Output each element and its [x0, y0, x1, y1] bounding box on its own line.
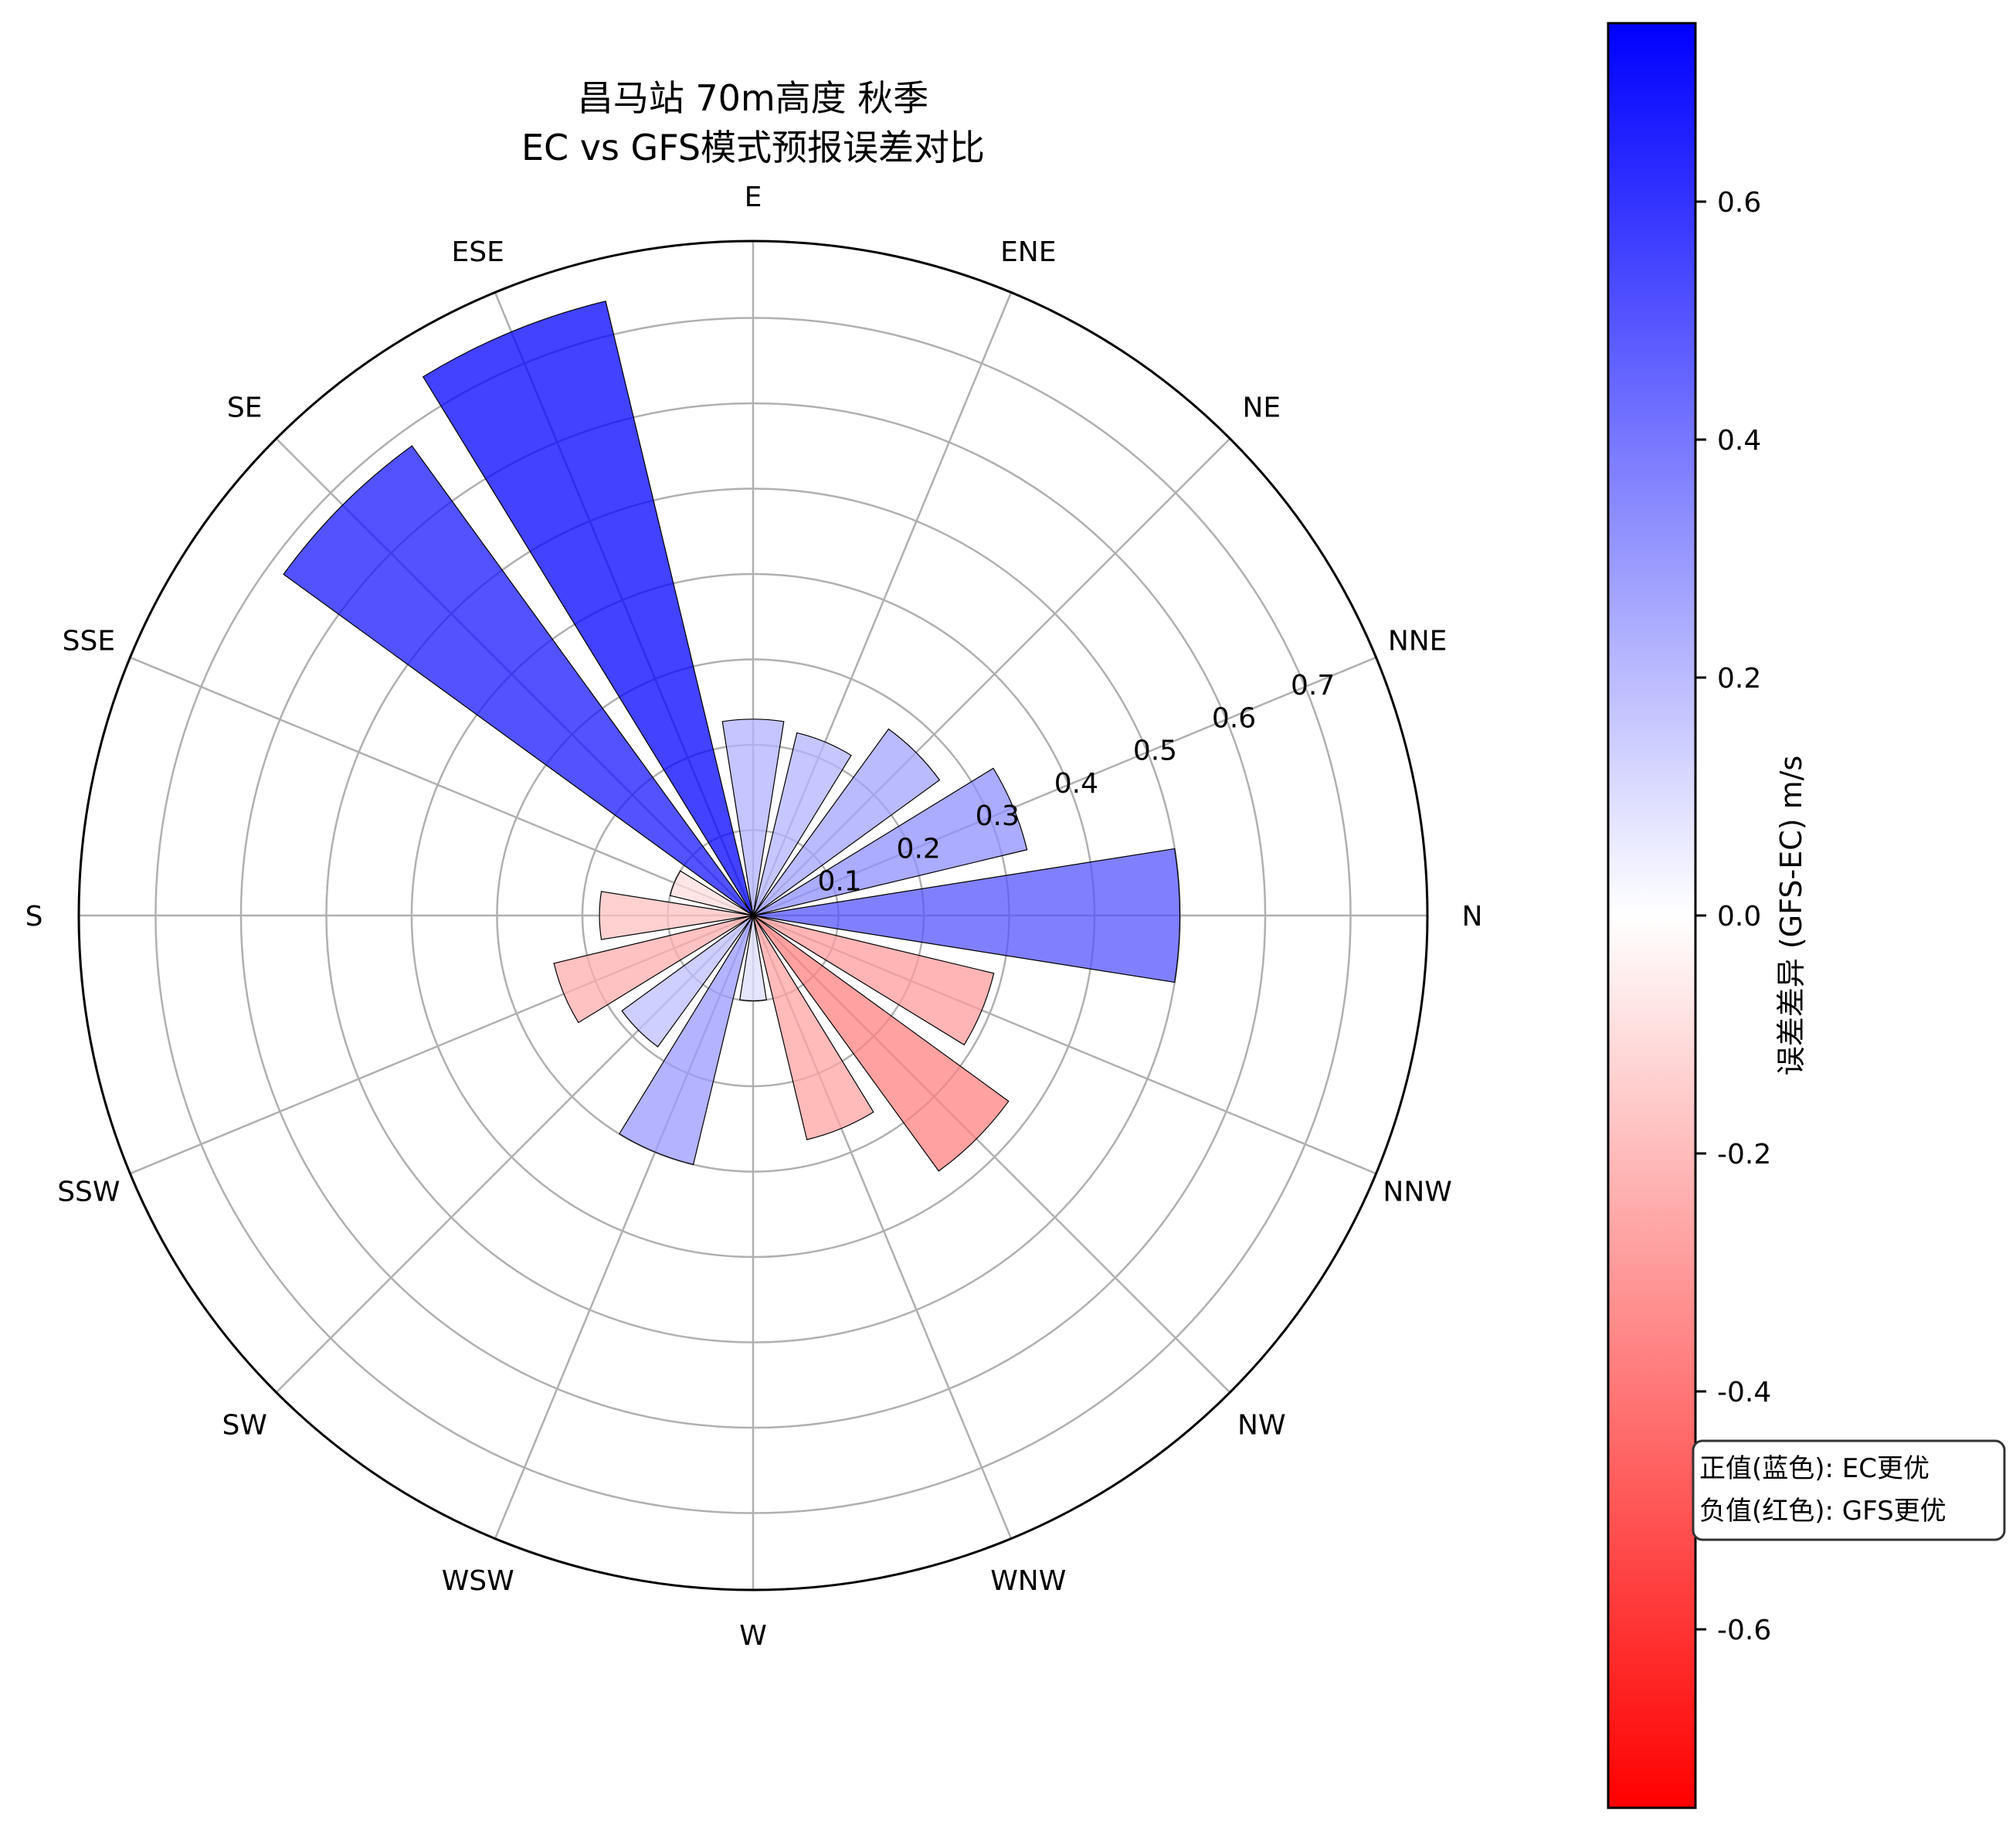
colorbar: 0.6 0.4 0.2 0.0 -0.2 -0.4 -0.6 误差差异 (GFS-EC) m…: [1607, 22, 1808, 1809]
bar-nne: [752, 767, 1028, 916]
direction-label-w: W: [739, 1620, 767, 1652]
annotation-line1: 正值(蓝色): EC更优: [1699, 1453, 1929, 1484]
direction-label-ne: NE: [1242, 392, 1281, 424]
radial-tick-label: 0.5: [1133, 735, 1177, 767]
bar-n: [752, 848, 1181, 983]
colorbar-tick-label: 0.4: [1717, 425, 1761, 457]
direction-label-ene: ENE: [1000, 236, 1056, 268]
bar-ese: [422, 301, 754, 916]
bar-se: [283, 445, 754, 916]
radial-tick-label: 0.4: [1054, 768, 1098, 800]
polar-frame: [77, 239, 1429, 1592]
polar-plot-area: 0.1 0.2 0.3 0.4 0.5 0.6 0.7 N NNE NE ENE E ESE SE SSE S…: [25, 182, 1483, 1652]
direction-label-e: E: [745, 182, 762, 213]
bar-wsw: [618, 915, 754, 1166]
annotation-line2: 负值(红色): GFS更优: [1699, 1496, 1946, 1527]
colorbar-gradient: [1607, 22, 1697, 1809]
bar-ssw: [553, 915, 754, 1024]
radial-tick-label: 0.7: [1291, 670, 1335, 701]
radial-tick-label: 0.2: [897, 833, 941, 865]
direction-label-wnw: WNW: [990, 1565, 1066, 1597]
bar-ne: [752, 728, 941, 916]
direction-label-wsw: WSW: [442, 1565, 514, 1597]
colorbar-tick-label: -0.2: [1717, 1139, 1771, 1170]
bar-nw: [752, 915, 1010, 1172]
colorbar-tick-label: -0.4: [1717, 1377, 1771, 1408]
colorbar-tick-label: 0.2: [1717, 663, 1761, 695]
direction-label-sw: SW: [222, 1409, 266, 1441]
colorbar-tick-label: -0.6: [1717, 1615, 1771, 1646]
direction-label-nne: NNE: [1388, 626, 1448, 657]
radial-tick-label: 0.1: [817, 866, 861, 898]
grid-spoke: [129, 656, 754, 917]
bar-ene: [752, 732, 852, 916]
bar-wnw: [752, 915, 874, 1140]
annotation-box: 正值(蓝色): EC更优 负值(红色): GFS更优: [1692, 1439, 2006, 1541]
direction-label-se: SE: [227, 392, 263, 424]
bar-sw: [621, 915, 754, 1048]
radial-tick-label: 0.6: [1212, 702, 1256, 734]
direction-label-n: N: [1462, 901, 1483, 932]
bar-e: [721, 718, 785, 916]
direction-label-ese: ESE: [452, 236, 504, 268]
direction-label-s: S: [25, 901, 43, 932]
bar-s: [599, 891, 754, 940]
bar-w: [739, 915, 767, 1002]
direction-label-sse: SSE: [63, 626, 115, 657]
colorbar-label: 误差差异 (GFS-EC) m/s: [1774, 756, 1808, 1075]
radial-tick-label: 0.3: [976, 800, 1020, 832]
colorbar-tick-label: 0.6: [1717, 187, 1761, 219]
direction-label-nw: NW: [1237, 1409, 1286, 1441]
colorbar-tick-label: 0.0: [1717, 901, 1761, 932]
bar-sse: [669, 870, 754, 916]
chart-title-line2: EC vs GFS模式预报误差对比: [521, 127, 985, 168]
chart-title-line1: 昌马站 70m高度 秋季: [578, 77, 929, 119]
bar-nnw: [752, 915, 995, 1046]
direction-label-nnw: NNW: [1383, 1176, 1451, 1208]
direction-label-ssw: SSW: [57, 1176, 120, 1208]
